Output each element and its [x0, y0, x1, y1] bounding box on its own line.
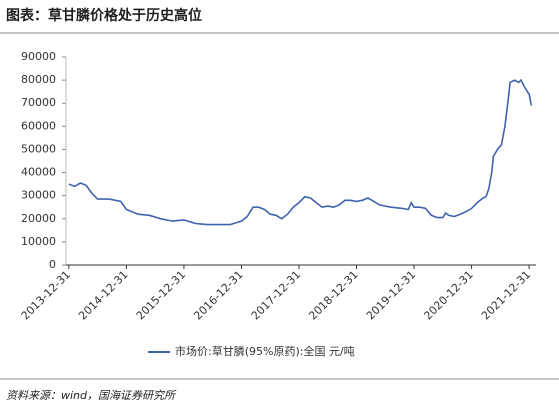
- y-tick-label: 20000: [21, 212, 56, 225]
- y-tick-label: 0: [49, 258, 56, 271]
- x-tick-label: 2021-12-31: [479, 268, 533, 322]
- y-tick-label: 70000: [21, 96, 56, 109]
- x-tick-label: 2016-12-31: [191, 268, 245, 322]
- x-tick-label: 2018-12-31: [306, 268, 360, 322]
- source: 资料来源：wind，国海证券研究所: [6, 389, 177, 402]
- y-tick-label: 50000: [21, 142, 56, 155]
- y-tick-label: 30000: [21, 189, 56, 202]
- y-tick-label: 90000: [21, 50, 56, 63]
- x-tick-label: 2013-12-31: [19, 268, 73, 322]
- y-tick-label: 10000: [21, 235, 56, 248]
- legend-label: 市场价:草甘膦(95%原药):全国 元/吨: [175, 344, 355, 358]
- data-line: [68, 78, 533, 226]
- x-tick-label: 2015-12-31: [134, 268, 188, 322]
- y-tick-label: 60000: [21, 119, 56, 132]
- y-tick-label: 80000: [21, 73, 56, 86]
- x-tick-label: 2020-12-31: [421, 268, 475, 322]
- x-tick-label: 2017-12-31: [249, 268, 303, 322]
- x-tick-label: 2019-12-31: [364, 268, 418, 322]
- y-tick-label: 40000: [21, 166, 56, 179]
- x-tick-label: 2014-12-31: [76, 268, 130, 322]
- chart-title: 图表：草甘膦价格处于历史高位: [6, 7, 202, 24]
